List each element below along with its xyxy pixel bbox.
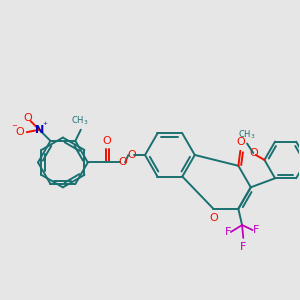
Text: CH$_3$: CH$_3$ [71,114,88,127]
Text: O: O [102,136,111,146]
Text: O: O [249,148,258,158]
Text: F: F [240,242,247,252]
Text: $^+$: $^+$ [41,121,49,130]
Text: O: O [209,213,218,223]
Text: N: N [34,125,44,135]
Text: $^-$: $^-$ [10,123,18,134]
Text: O: O [119,158,128,167]
Text: F: F [253,225,260,235]
Text: O: O [16,127,24,137]
Text: F: F [225,227,231,237]
Text: O: O [24,113,32,124]
Text: CH$_3$: CH$_3$ [238,128,256,140]
Text: O: O [236,137,245,147]
Text: O: O [127,150,136,160]
